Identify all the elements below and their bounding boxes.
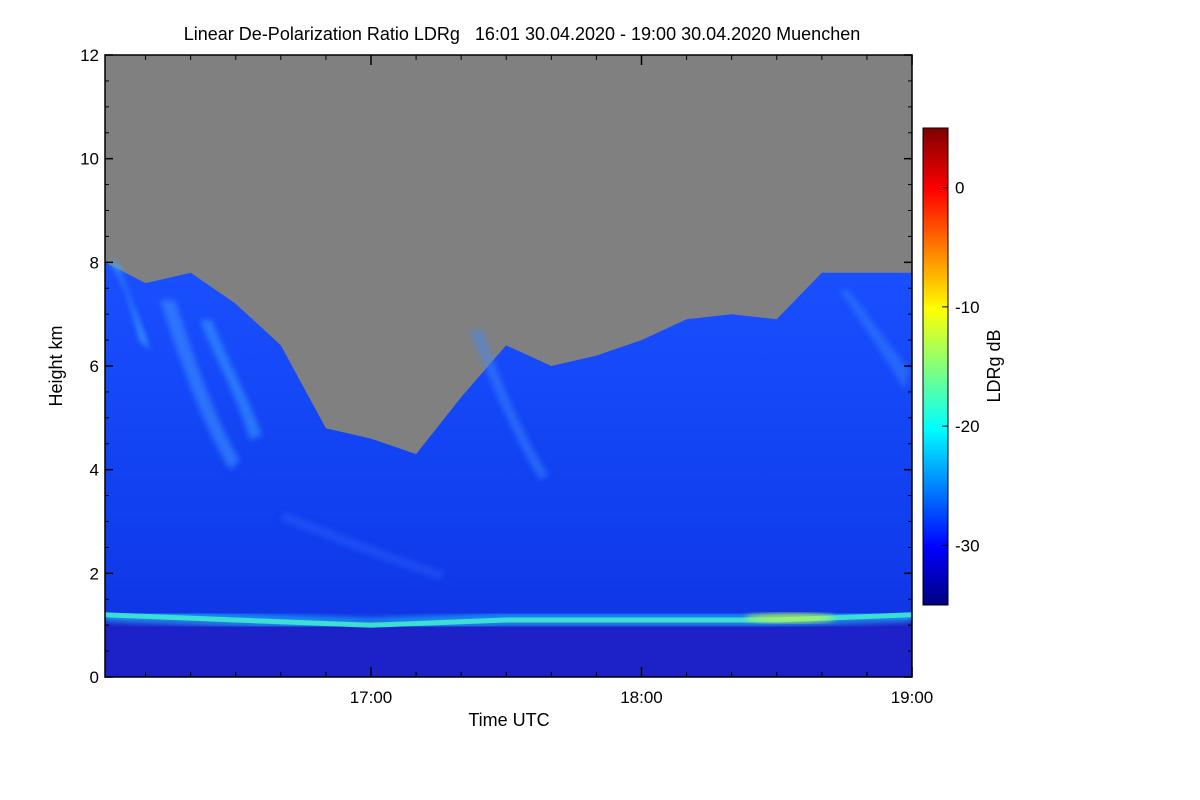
cirrus-features [108,262,910,580]
chart-title: Linear De-Polarization Ratio LDRg 16:01 … [184,24,860,44]
colorbar [922,127,949,606]
x-tick-label: 18:00 [620,688,663,707]
y-tick-label: 10 [80,150,99,169]
x-tick-label: 19:00 [891,688,934,707]
y-tick-label: 2 [90,564,99,583]
colorbar-tick-label: 0 [955,179,964,198]
signal-field [105,262,912,677]
y-tick-label: 4 [90,461,99,480]
x-axis: 17:00 18:00 19:00 [145,55,934,707]
colorbar-tick-label: -10 [955,298,980,317]
near-surface-layer [105,620,912,677]
y-axis-label: Height km [46,325,66,406]
y-tick-label: 12 [80,46,99,65]
y-tick-label: 6 [90,357,99,376]
bright-patch [745,613,835,623]
y-tick-label: 0 [90,668,99,687]
y-tick-label: 8 [90,253,99,272]
x-axis-label: Time UTC [468,710,549,730]
y-axis: 0 2 4 6 8 10 12 [80,46,912,687]
colorbar-tick-label: -30 [955,536,980,555]
colorbar-tick-label: -20 [955,417,980,436]
colorbar-label: LDRg dB [984,329,1004,402]
x-tick-label: 17:00 [350,688,393,707]
colorbar-axis: 0 -10 -20 -30 [942,179,980,555]
